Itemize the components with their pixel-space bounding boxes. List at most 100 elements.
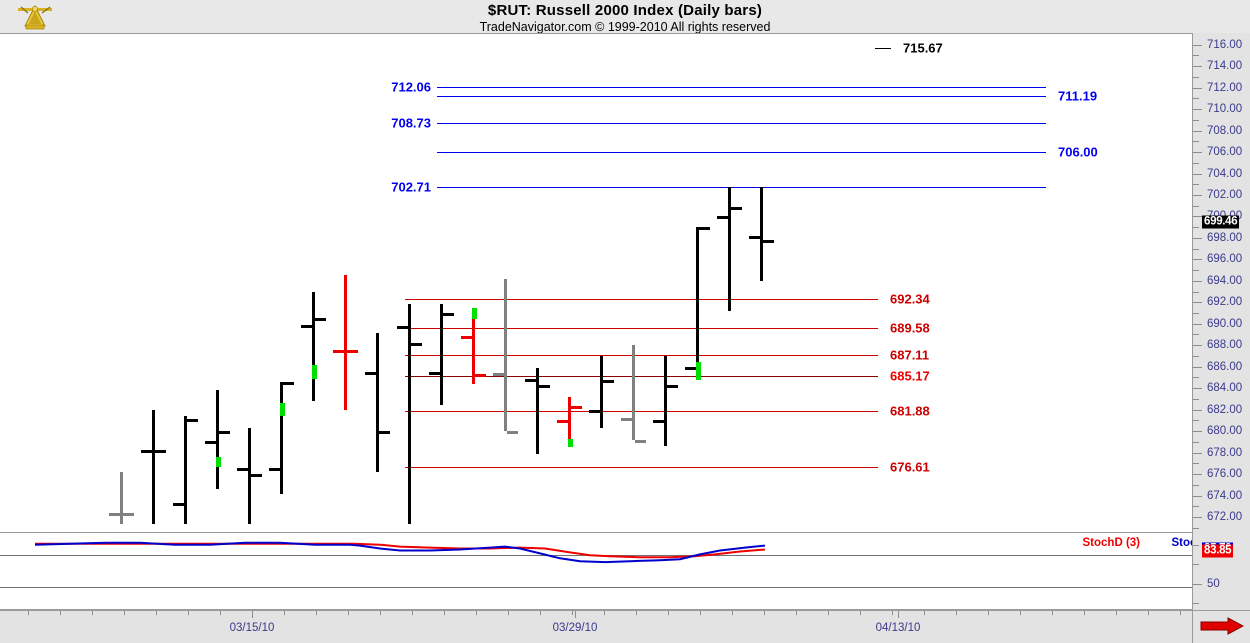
stoch-axis-minor-tick — [1193, 544, 1199, 546]
ohlc-close-tick — [411, 343, 422, 347]
ohlc-bar[interactable] — [536, 367, 539, 454]
ohlc-bar[interactable] — [632, 345, 635, 440]
ohlc-open-tick — [557, 420, 568, 424]
ohlc-bar[interactable] — [184, 416, 187, 525]
date-axis-minor-tick — [668, 611, 669, 615]
date-axis-minor-tick — [572, 611, 573, 615]
date-axis-minor-tick — [636, 611, 637, 615]
price-axis-label: 706.00 — [1207, 146, 1243, 159]
stoch-mid-gridline — [0, 587, 1192, 589]
bar-signal-marker — [216, 456, 221, 467]
ohlc-close-tick — [763, 240, 774, 244]
price-plot-area[interactable]: 715.67 712.06 711.19 708.73 706.00 702.71 692.… — [0, 34, 1192, 532]
ohlc-bar[interactable] — [696, 227, 699, 377]
date-axis-tick — [252, 611, 253, 618]
ohlc-bar[interactable] — [408, 304, 411, 525]
price-axis-label: 696.00 — [1207, 253, 1243, 266]
ohlc-bar[interactable] — [216, 390, 219, 490]
level-line[interactable] — [437, 87, 1046, 89]
ohlc-bar[interactable] — [312, 291, 315, 402]
axis-minor-tick — [1193, 355, 1199, 357]
date-axis-minor-tick — [1052, 611, 1053, 615]
level-line[interactable] — [405, 354, 878, 356]
ohlc-bar[interactable] — [376, 333, 379, 472]
axis-tick — [1193, 431, 1202, 433]
bar-signal-marker — [472, 307, 477, 320]
price-axis-label: 704.00 — [1207, 167, 1243, 180]
level-line[interactable] — [437, 122, 1046, 124]
ohlc-bar[interactable] — [280, 381, 283, 495]
ohlc-close-tick — [699, 227, 710, 231]
axis-minor-tick — [1193, 334, 1199, 336]
axis-tick — [1193, 216, 1202, 218]
level-label: 676.61 — [890, 459, 930, 475]
ohlc-open-tick — [717, 216, 728, 220]
axis-tick — [1193, 259, 1202, 261]
ohlc-bar[interactable] — [472, 309, 475, 384]
ohlc-close-tick — [187, 419, 198, 423]
date-axis-minor-tick — [348, 611, 349, 615]
price-axis-label: 674.00 — [1207, 489, 1243, 502]
ohlc-open-tick — [397, 325, 408, 329]
price-axis-label: 682.00 — [1207, 403, 1243, 416]
copyright-subtitle: TradeNavigator.com © 1999-2010 All right… — [479, 20, 771, 34]
page-title: $RUT: Russell 2000 Index (Daily bars) — [487, 2, 763, 19]
ohlc-bar[interactable] — [728, 187, 731, 311]
ohlc-open-tick — [269, 467, 280, 471]
ohlc-bar[interactable] — [568, 396, 571, 442]
level-line[interactable] — [405, 328, 878, 330]
date-axis[interactable]: 03/15/10 03/29/10 04/13/10 — [0, 610, 1192, 643]
axis-minor-tick — [1193, 527, 1199, 529]
axis-minor-tick — [1193, 55, 1199, 57]
price-chart-pane[interactable]: 715.67 712.06 711.19 708.73 706.00 702.71 692.… — [0, 33, 1192, 564]
ohlc-open-tick — [301, 324, 312, 328]
axis-tick — [1193, 109, 1202, 111]
date-axis-minor-tick — [796, 611, 797, 615]
level-label: 692.34 — [890, 291, 930, 307]
ohlc-bar[interactable] — [248, 427, 251, 525]
axis-minor-tick — [1193, 119, 1199, 121]
ohlc-bar[interactable] — [664, 355, 667, 447]
ohlc-bar[interactable] — [600, 355, 603, 428]
bar-signal-marker — [312, 364, 317, 379]
ohlc-open-tick — [493, 373, 504, 377]
axis-tick — [1193, 302, 1202, 304]
axis-minor-tick — [1193, 506, 1199, 508]
date-axis-minor-tick — [124, 611, 125, 615]
axis-minor-tick — [1193, 162, 1199, 164]
stochk-line — [34, 541, 766, 564]
ohlc-bar[interactable] — [760, 187, 763, 281]
ohlc-bar[interactable] — [504, 278, 507, 432]
axis-tick — [1193, 44, 1202, 46]
level-line[interactable] — [405, 410, 878, 412]
ohlc-open-tick — [333, 349, 344, 353]
level-line[interactable] — [405, 467, 878, 469]
ohlc-bar[interactable] — [440, 304, 443, 406]
price-axis-label: 716.00 — [1207, 38, 1243, 51]
level-line[interactable] — [437, 96, 1046, 98]
level-label: 702.71 — [391, 179, 431, 195]
ohlc-close-tick — [571, 406, 582, 410]
ohlc-close-tick — [667, 384, 678, 388]
axis-tick — [1193, 323, 1202, 325]
date-axis-label: 03/15/10 — [229, 622, 275, 634]
price-axis[interactable]: 716.00 714.00 712.00 710.00 708.00 706.00 704.… — [1192, 33, 1250, 638]
ohlc-bar[interactable] — [152, 409, 155, 525]
level-line[interactable] — [437, 152, 1046, 154]
level-line[interactable] — [405, 298, 878, 300]
level-line[interactable] — [875, 48, 891, 50]
date-axis-label: 03/29/10 — [552, 622, 598, 634]
scroll-forward-arrow-icon[interactable] — [1200, 617, 1244, 635]
level-line[interactable] — [405, 375, 878, 377]
level-line[interactable] — [437, 187, 1046, 189]
stochastic-pane[interactable] — [0, 534, 1192, 610]
ohlc-bar[interactable] — [120, 471, 123, 525]
bar-signal-marker — [280, 403, 285, 417]
ohlc-bar[interactable] — [344, 275, 347, 410]
date-axis-minor-tick — [476, 611, 477, 615]
date-axis-minor-tick — [284, 611, 285, 615]
price-axis-label: 676.00 — [1207, 468, 1243, 481]
ohlc-open-tick — [429, 372, 440, 376]
stochastic-plot-area[interactable] — [0, 534, 1192, 609]
